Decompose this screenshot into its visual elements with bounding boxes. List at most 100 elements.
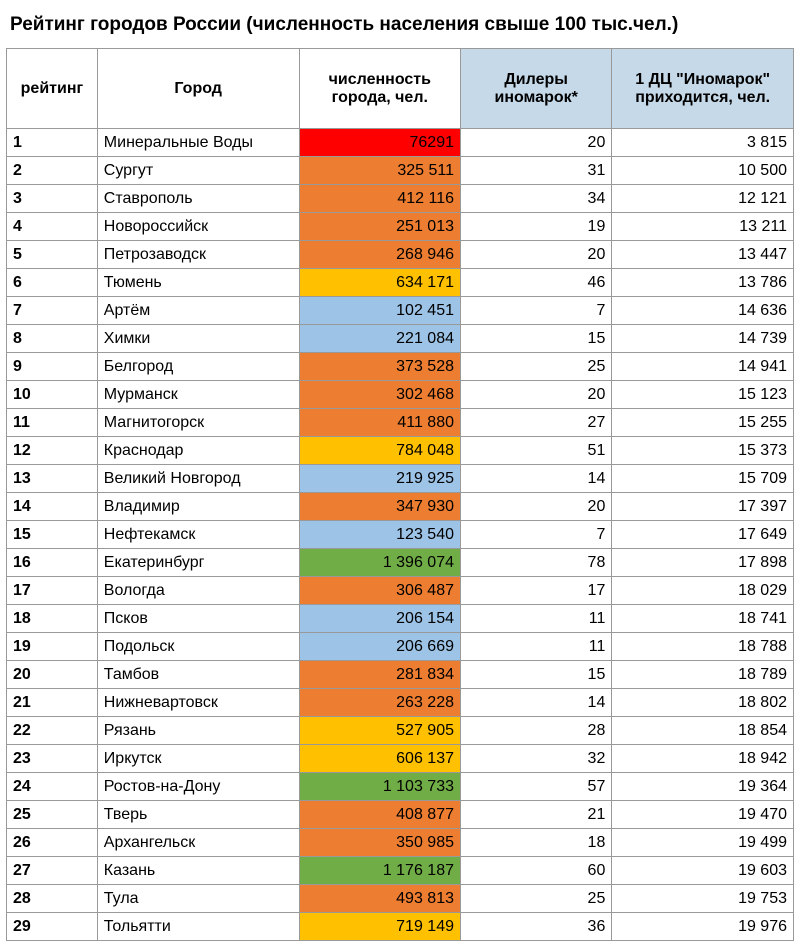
cell-rank: 27 [7,857,98,885]
cell-percap: 10 500 [612,157,794,185]
col-header-rank: рейтинг [7,49,98,129]
table-row: 6Тюмень634 1714613 786 [7,269,794,297]
cell-percap: 14 739 [612,325,794,353]
cell-rank: 6 [7,269,98,297]
cell-population: 412 116 [299,185,460,213]
cell-population: 350 985 [299,829,460,857]
cell-rank: 16 [7,549,98,577]
cell-dealers: 27 [461,409,612,437]
cell-dealers: 7 [461,521,612,549]
cell-dealers: 14 [461,465,612,493]
cell-rank: 23 [7,745,98,773]
cell-city: Петрозаводск [97,241,299,269]
table-row: 21Нижневартовск263 2281418 802 [7,689,794,717]
cell-population: 302 468 [299,381,460,409]
cell-dealers: 46 [461,269,612,297]
table-row: 5Петрозаводск268 9462013 447 [7,241,794,269]
cell-rank: 4 [7,213,98,241]
col-header-dealers: Дилеры иномарок* [461,49,612,129]
table-row: 20Тамбов281 8341518 789 [7,661,794,689]
cell-dealers: 15 [461,325,612,353]
cell-rank: 11 [7,409,98,437]
cell-city: Тольятти [97,913,299,941]
cell-dealers: 51 [461,437,612,465]
table-row: 1Минеральные Воды76291203 815 [7,129,794,157]
table-row: 7Артём102 451714 636 [7,297,794,325]
cell-population: 1 176 187 [299,857,460,885]
cell-dealers: 25 [461,885,612,913]
cell-dealers: 34 [461,185,612,213]
cell-percap: 17 397 [612,493,794,521]
cell-percap: 15 255 [612,409,794,437]
cell-dealers: 21 [461,801,612,829]
table-row: 14Владимир347 9302017 397 [7,493,794,521]
cell-population: 281 834 [299,661,460,689]
cell-rank: 17 [7,577,98,605]
cell-rank: 25 [7,801,98,829]
cell-dealers: 20 [461,381,612,409]
col-header-city: Город [97,49,299,129]
cell-rank: 9 [7,353,98,381]
cell-percap: 17 898 [612,549,794,577]
cell-percap: 19 976 [612,913,794,941]
table-row: 4Новороссийск251 0131913 211 [7,213,794,241]
table-body: 1Минеральные Воды76291203 8152Сургут325 … [7,129,794,941]
table-row: 28Тула493 8132519 753 [7,885,794,913]
cell-percap: 19 753 [612,885,794,913]
cell-rank: 29 [7,913,98,941]
cell-rank: 2 [7,157,98,185]
cell-population: 1 103 733 [299,773,460,801]
col-header-percap: 1 ДЦ "Иномарок" приходится, чел. [612,49,794,129]
table-row: 24Ростов-на-Дону1 103 7335719 364 [7,773,794,801]
cell-dealers: 20 [461,129,612,157]
table-row: 25Тверь408 8772119 470 [7,801,794,829]
cell-dealers: 7 [461,297,612,325]
cell-city: Химки [97,325,299,353]
table-row: 3Ставрополь412 1163412 121 [7,185,794,213]
cell-dealers: 11 [461,605,612,633]
cell-city: Минеральные Воды [97,129,299,157]
cell-city: Тула [97,885,299,913]
cell-rank: 24 [7,773,98,801]
cell-dealers: 36 [461,913,612,941]
col-header-population: численность города, чел. [299,49,460,129]
cell-dealers: 60 [461,857,612,885]
cell-dealers: 19 [461,213,612,241]
cell-city: Нефтекамск [97,521,299,549]
table-header-row: рейтинг Город численность города, чел. Д… [7,49,794,129]
cell-population: 606 137 [299,745,460,773]
cell-city: Рязань [97,717,299,745]
cell-percap: 18 854 [612,717,794,745]
cell-city: Новороссийск [97,213,299,241]
cell-city: Тверь [97,801,299,829]
cell-rank: 1 [7,129,98,157]
cell-city: Белгород [97,353,299,381]
cell-city: Магнитогорск [97,409,299,437]
cell-population: 408 877 [299,801,460,829]
city-ranking-table: рейтинг Город численность города, чел. Д… [6,48,794,941]
cell-population: 784 048 [299,437,460,465]
cell-percap: 15 123 [612,381,794,409]
cell-dealers: 20 [461,493,612,521]
table-row: 15Нефтекамск123 540717 649 [7,521,794,549]
table-row: 29Тольятти719 1493619 976 [7,913,794,941]
cell-city: Артём [97,297,299,325]
table-row: 9Белгород373 5282514 941 [7,353,794,381]
cell-population: 634 171 [299,269,460,297]
cell-city: Владимир [97,493,299,521]
cell-percap: 13 447 [612,241,794,269]
cell-rank: 3 [7,185,98,213]
cell-population: 206 154 [299,605,460,633]
cell-dealers: 31 [461,157,612,185]
table-row: 23Иркутск606 1373218 942 [7,745,794,773]
cell-rank: 12 [7,437,98,465]
cell-dealers: 15 [461,661,612,689]
table-row: 11Магнитогорск411 8802715 255 [7,409,794,437]
cell-rank: 13 [7,465,98,493]
page-title: Рейтинг городов России (численность насе… [6,6,794,48]
cell-percap: 14 941 [612,353,794,381]
cell-dealers: 20 [461,241,612,269]
cell-city: Тамбов [97,661,299,689]
cell-dealers: 18 [461,829,612,857]
cell-percap: 18 741 [612,605,794,633]
